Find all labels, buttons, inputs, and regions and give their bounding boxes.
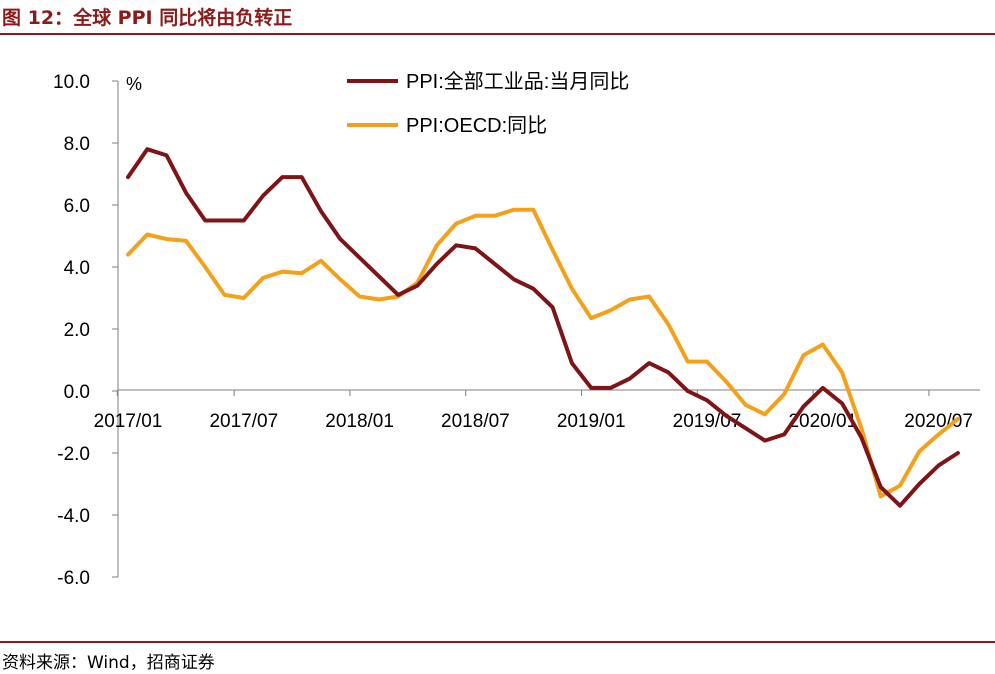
y-tick-label: -6.0 bbox=[57, 568, 90, 589]
x-tick-label: 2019/01 bbox=[557, 411, 626, 432]
line-chart: 10.0 8.0 6.0 4.0 2.0 0.0 -2.0 -4.0 -6.0% 2017/01… bbox=[53, 70, 980, 589]
source-rule bbox=[0, 641, 995, 643]
y-tick-label: 4.0 bbox=[64, 258, 90, 279]
source-note: 资料来源：Wind，招商证券 bbox=[2, 653, 215, 673]
x-tick-label: 2018/07 bbox=[441, 411, 510, 432]
y-tick-label: 8.0 bbox=[64, 134, 90, 155]
y-tick-label: 10.0 bbox=[53, 72, 90, 93]
y-tick-label: 0.0 bbox=[64, 382, 90, 403]
x-tick-label: 2017/01 bbox=[94, 411, 163, 432]
series-line-ppi-oecd bbox=[126, 207, 960, 499]
y-tick-label: -2.0 bbox=[57, 444, 90, 465]
y-tick-label: -4.0 bbox=[57, 506, 90, 527]
x-axis: 2017/01 2017/07 2018/01 2018/07 2019/01 2019/… bbox=[94, 389, 980, 432]
x-tick-label: 2020/01 bbox=[788, 411, 857, 432]
x-tick-label: 2017/07 bbox=[209, 411, 278, 432]
figure-title: 图 12：全球 PPI 同比将由负转正 bbox=[2, 3, 292, 30]
y-tick-label: 2.0 bbox=[64, 320, 90, 341]
figure-label: 图 12： bbox=[2, 7, 74, 29]
figure-title-text: 全球 PPI 同比将由负转正 bbox=[73, 7, 293, 29]
legend: PPI:全部工业品:当月同比 PPI:OECD:同比 bbox=[347, 70, 629, 137]
y-axis-unit: % bbox=[126, 74, 142, 94]
x-tick-label: 2019/07 bbox=[673, 411, 742, 432]
legend-label: PPI:OECD:同比 bbox=[406, 114, 547, 137]
x-tick-label: 2018/01 bbox=[325, 411, 394, 432]
series-lines bbox=[126, 147, 960, 508]
x-tick-label: 2020/07 bbox=[904, 411, 973, 432]
series-line-ppi-china bbox=[126, 147, 960, 508]
title-rule bbox=[0, 33, 995, 35]
legend-label: PPI:全部工业品:当月同比 bbox=[406, 70, 629, 93]
y-axis: 10.0 8.0 6.0 4.0 2.0 0.0 -2.0 -4.0 -6.0% bbox=[53, 72, 142, 589]
y-tick-label: 6.0 bbox=[64, 196, 90, 217]
